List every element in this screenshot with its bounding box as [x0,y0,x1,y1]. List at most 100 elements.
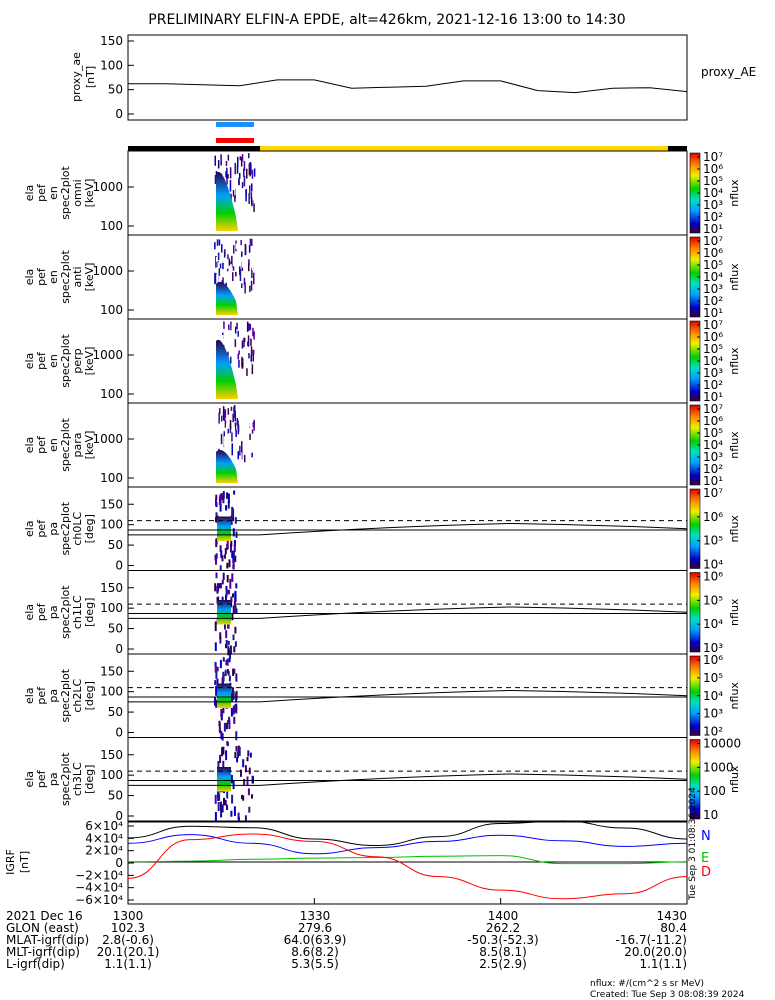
energy-spectrogram-pixel [234,357,237,370]
pa-spectrogram-pixel [231,613,234,621]
igrf-legend-d: D [701,865,711,880]
pa-spectrogram-pixel [227,647,230,654]
energy-spectrogram-pixel [244,245,247,255]
proxy-ae-series [128,79,688,94]
energy-spectrogram-pixel [231,443,233,456]
energy-spectrogram-pixel [243,175,246,187]
igrf-legend-n: N [701,829,711,844]
energy-spectrogram-pixel [253,168,256,177]
igrf-tick-label: 0 [115,856,123,870]
energy-spectrogram-pixel [218,412,220,424]
pa-panel-colorbar-label: 10⁴ [703,617,723,631]
footer-row-label: GLON (east) [6,921,79,935]
energy-panel-colorbar-label: 10⁴ [703,354,723,368]
energy-spectrogram-pixel [253,449,255,461]
footer-row-value: 1430 [656,909,687,923]
energy-spectrogram-pixel [222,406,225,417]
energy-spectrogram-pixel [225,429,227,437]
energy-spectrogram-pixel [243,448,245,454]
energy-spectrogram-pixel [239,156,242,161]
pa-spectrogram-pixel [230,543,232,553]
pa-spectrogram-pixel [215,553,218,559]
energy-panel-ylabel-line: ela [23,269,36,286]
pa-panel-colorbar-label: 10⁵ [703,534,723,548]
energy-spectrogram-pixel [240,156,243,167]
pa-panel-ylabel-line: pa [47,772,60,786]
energy-spectrogram-pixel [250,197,253,205]
energy-spectrogram-pixel [229,167,232,179]
energy-spectrogram-pixel [214,155,216,166]
energy-spectrogram-pixel [243,323,246,332]
energy-spectrogram-pixel [227,408,230,415]
pa-tick-label: 150 [100,497,123,511]
pa-tick-label: 0 [115,559,123,573]
energy-spectrogram-pixel [244,454,246,463]
energy-spectrogram-pixel [244,282,246,288]
energy-spectrogram-pixel [251,268,253,279]
energy-spectrogram-pixel [248,259,250,267]
pa-spectrogram-pixel [233,806,236,816]
energy-spectrogram-pixel [226,262,229,269]
energy-spectrogram-pixel [250,331,252,340]
pa-spectrogram-pixel [233,668,236,674]
pa-spectrogram-pixel [231,794,234,804]
energy-panel-colorbar-label: 10² [703,294,723,308]
pa-spectrogram-pixel [215,517,217,523]
pa-panel-colorbar-label: 100 [703,784,726,798]
energy-spectrogram-pixel [227,428,229,434]
energy-panel-colorbar-label: 10⁴ [703,270,723,284]
pa-spectrogram-pixel [227,719,230,724]
energy-spectrogram-pixel [244,286,246,294]
energy-spectrogram-pixel [247,341,249,347]
energy-spectrogram-pixel [248,192,250,204]
energy-panel-colorbar-label: 10³ [703,366,723,380]
energy-spectrogram-pixel [252,421,255,428]
energy-spectrogram-pixel [249,179,252,189]
pa-panel-ylabel-line: [deg] [83,598,96,627]
pa-spectrogram-pixel [232,691,235,700]
energy-spectrogram-pixel [216,274,218,280]
pa-panel-ylabel-line: pa [47,522,60,536]
pa-spectrogram-pixel [238,746,241,756]
pa-tick-label: 150 [100,748,123,762]
pa-spectrogram-pixel [230,540,233,547]
energy-spectrogram-pixel [223,321,225,329]
energy-panel-ylabel-line: anti [71,266,84,287]
pa-spectrogram-pixel [221,579,224,585]
energy-spectrogram-pixel [233,322,235,331]
energy-panel-ylabel-line: para [71,433,84,458]
energy-spectrogram-pixel [253,200,255,212]
energy-spectrogram-pixel [250,346,253,356]
energy-spectrogram-pixel [243,161,246,171]
pa-panel-colorbar-label: 1000 [703,760,734,774]
energy-spectrogram-pixel [244,331,246,337]
pa-tick-label: 50 [108,538,123,552]
pa-spectrogram-pixel [215,671,218,679]
pa-spectrogram-pixel [233,542,236,553]
pa-panel-colorbar-label: 10³ [703,707,723,721]
energy-panel-colorbar-label: 10⁵ [703,258,723,272]
energy-spectrogram-pixel [217,252,220,261]
energy-spectrogram-pixel [214,453,217,465]
energy-spectrogram-pixel [246,321,249,332]
pa-spectrogram-pixel [221,747,224,757]
footer-row-value: -16.7(-11.2) [616,933,687,947]
pa-spectrogram-pixel [235,690,238,700]
energy-spectrogram-pixel [248,262,250,272]
pa-spectrogram-pixel [227,640,230,645]
pa-spectrogram-pixel [237,751,239,758]
pa-spectrogram-pixel [244,765,247,773]
energy-tick-label: 1000 [92,348,123,362]
footer-row-label: 2021 Dec 16 [6,909,83,923]
sunlit-bar [128,146,687,151]
orbit-info-table: 2021 Dec 16 1300 1330 1400 1430 GLON (east) 10… [6,909,687,971]
science-zone-bar-blue [216,122,254,127]
pa-spectrogram-pixel [234,517,237,524]
footer-row-value: 80.4 [660,921,687,935]
footer-row-value: 102.3 [111,921,145,935]
pa-spectrogram-pixel [221,555,224,562]
pa-spectrogram-pixel [222,657,225,662]
pa-panel-colorbar-label: 10 [703,808,718,822]
